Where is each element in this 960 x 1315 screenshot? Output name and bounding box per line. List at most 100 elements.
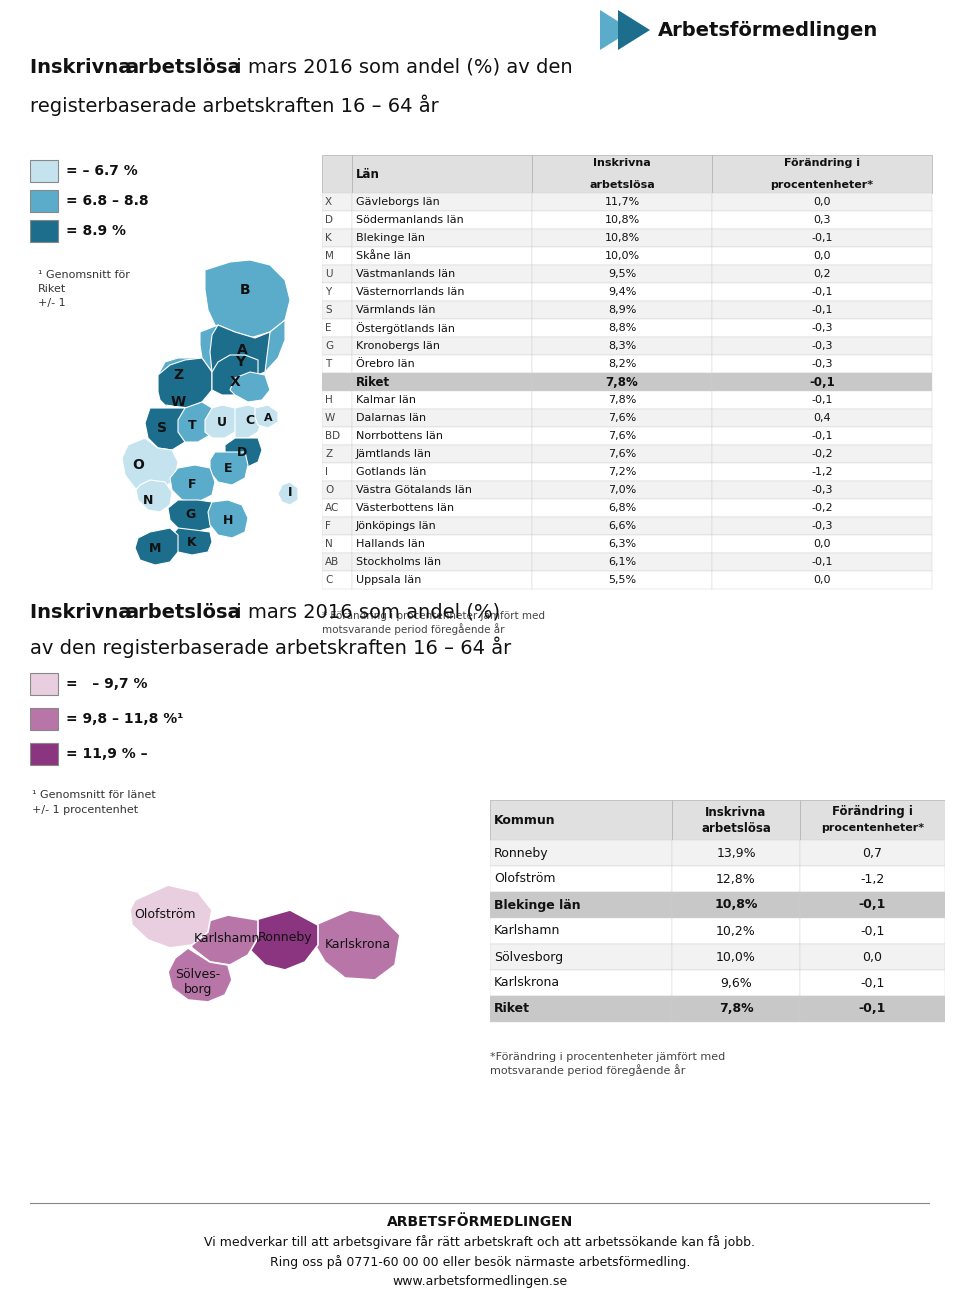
Text: I: I: [288, 487, 292, 500]
Text: Y: Y: [235, 355, 245, 370]
Bar: [322, 427, 352, 444]
Bar: [532, 535, 712, 554]
Bar: [322, 498, 352, 517]
Bar: [712, 409, 932, 427]
Text: -0,3: -0,3: [811, 485, 832, 494]
Text: -0,1: -0,1: [860, 924, 885, 938]
Text: M: M: [149, 542, 161, 555]
Bar: [712, 210, 932, 229]
Bar: [30, 160, 58, 181]
Text: S: S: [157, 421, 167, 435]
Bar: [672, 944, 800, 970]
Text: Ronneby: Ronneby: [257, 931, 312, 944]
Bar: [672, 970, 800, 995]
Text: 6,8%: 6,8%: [608, 504, 636, 513]
Text: Inskrivna: Inskrivna: [30, 604, 138, 622]
Bar: [532, 210, 712, 229]
Bar: [352, 535, 532, 554]
Text: E: E: [224, 462, 232, 475]
Bar: [352, 373, 532, 391]
Text: -0,1: -0,1: [859, 898, 886, 911]
Text: O: O: [325, 485, 333, 494]
Text: = 6.8 – 8.8: = 6.8 – 8.8: [66, 195, 149, 208]
Bar: [352, 554, 532, 571]
Text: -0,1: -0,1: [811, 287, 832, 297]
Text: i mars 2016 som andel (%) av den: i mars 2016 som andel (%) av den: [230, 58, 572, 78]
Polygon shape: [168, 500, 215, 533]
Text: arbetslösa: arbetslösa: [589, 180, 655, 189]
Bar: [352, 481, 532, 498]
Bar: [352, 155, 532, 193]
Polygon shape: [235, 405, 262, 438]
Text: Sölvesborg: Sölvesborg: [494, 951, 564, 964]
Text: I: I: [325, 467, 328, 477]
Bar: [352, 283, 532, 301]
Text: 0,0: 0,0: [813, 197, 830, 206]
Text: Västmanlands län: Västmanlands län: [356, 270, 455, 279]
Text: Kommun: Kommun: [494, 814, 556, 827]
Text: 0,7: 0,7: [862, 847, 882, 860]
Bar: [672, 867, 800, 892]
Bar: [322, 320, 352, 337]
Bar: [532, 355, 712, 373]
Text: -0,3: -0,3: [811, 521, 832, 531]
Text: X: X: [325, 197, 332, 206]
Bar: [322, 554, 352, 571]
Bar: [30, 743, 58, 765]
Bar: [30, 189, 58, 212]
Polygon shape: [315, 910, 400, 980]
Text: -0,1: -0,1: [811, 305, 832, 316]
Text: i mars 2016 som andel (%): i mars 2016 som andel (%): [230, 604, 500, 622]
Text: W: W: [170, 394, 185, 409]
Polygon shape: [210, 452, 248, 485]
Bar: [712, 391, 932, 409]
Text: Norrbottens län: Norrbottens län: [356, 431, 443, 441]
Text: -1,2: -1,2: [811, 467, 833, 477]
Text: F: F: [188, 479, 196, 492]
Bar: [532, 283, 712, 301]
Text: X: X: [229, 375, 240, 389]
Bar: [532, 481, 712, 498]
Polygon shape: [205, 260, 290, 338]
Text: Riket: Riket: [38, 284, 66, 295]
Bar: [532, 229, 712, 247]
Text: Inskrivna: Inskrivna: [706, 806, 767, 818]
Text: +/- 1 procentenhet: +/- 1 procentenhet: [32, 805, 138, 815]
Polygon shape: [600, 11, 632, 50]
Bar: [712, 498, 932, 517]
Bar: [490, 970, 672, 995]
Bar: [352, 229, 532, 247]
Bar: [712, 247, 932, 266]
Text: Jönköpings län: Jönköpings län: [356, 521, 437, 531]
Bar: [800, 800, 945, 840]
Text: ¹ Genomsnitt för länet: ¹ Genomsnitt för länet: [32, 790, 156, 800]
Text: G: G: [325, 341, 333, 351]
Bar: [712, 444, 932, 463]
Text: S: S: [325, 305, 331, 316]
Polygon shape: [158, 358, 212, 408]
Text: arbetslösa: arbetslösa: [125, 58, 241, 78]
Polygon shape: [230, 372, 270, 402]
Text: 0,4: 0,4: [813, 413, 830, 423]
Text: E: E: [325, 323, 331, 333]
Text: 9,4%: 9,4%: [608, 287, 636, 297]
Bar: [712, 320, 932, 337]
Text: 9,6%: 9,6%: [720, 977, 752, 989]
Bar: [490, 995, 672, 1022]
Bar: [532, 554, 712, 571]
Bar: [532, 247, 712, 266]
Bar: [352, 193, 532, 210]
Text: K: K: [187, 537, 197, 550]
Bar: [322, 337, 352, 355]
Bar: [352, 409, 532, 427]
Bar: [712, 283, 932, 301]
Polygon shape: [248, 910, 318, 970]
Text: N: N: [325, 539, 333, 548]
Bar: [672, 892, 800, 918]
Text: 0,0: 0,0: [813, 539, 830, 548]
Bar: [712, 301, 932, 320]
Text: 6,6%: 6,6%: [608, 521, 636, 531]
Bar: [322, 571, 352, 589]
Bar: [672, 918, 800, 944]
Text: 10,2%: 10,2%: [716, 924, 756, 938]
